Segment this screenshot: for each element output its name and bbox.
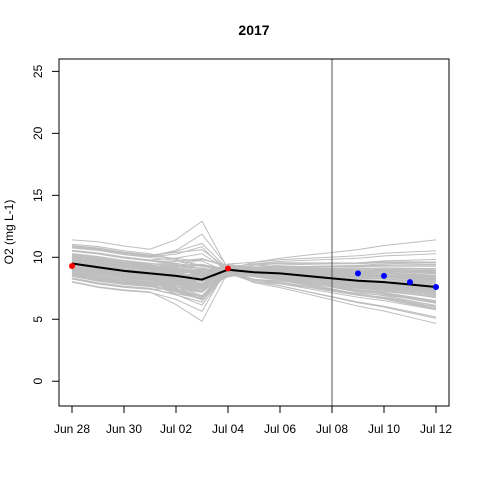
- x-tick-label: Jul 10: [368, 422, 400, 436]
- x-tick-label: Jul 06: [264, 422, 296, 436]
- observation-points: [69, 262, 439, 291]
- ensemble-member-line: [71, 257, 436, 273]
- validation-observation-point: [433, 284, 439, 291]
- ensemble-member-line: [71, 258, 437, 274]
- validation-observation-point: [407, 279, 413, 286]
- ensemble-member-line: [71, 261, 437, 281]
- x-tick-label: Jul 12: [420, 422, 452, 436]
- assimilated-observation-point: [69, 262, 75, 269]
- mean-series-line: [71, 262, 437, 288]
- x-axis: Jun 28 Jun 30 Jul 02 Jul 04 Jul 06 Jul 08 Jul …: [54, 405, 452, 436]
- y-tick-label: 0: [31, 378, 45, 385]
- x-tick-label: Jun 28: [54, 422, 90, 436]
- y-axis: 0 5 10 15 20 25: [31, 64, 60, 385]
- ensemble-member-line: [71, 265, 437, 298]
- plot-frame: [58, 58, 450, 407]
- ensemble-lines: [71, 220, 437, 324]
- chart-title: 2017: [238, 22, 269, 38]
- y-tick-label: 5: [31, 316, 45, 323]
- validation-observation-point: [355, 270, 361, 277]
- x-tick-label: Jul 08: [316, 422, 348, 436]
- ensemble-member-line: [71, 259, 437, 277]
- y-axis-label: O2 (mg L-1): [2, 200, 16, 265]
- y-tick-label: 25: [31, 64, 45, 78]
- validation-observation-point: [381, 272, 387, 279]
- ensemble-member-line: [71, 250, 437, 302]
- x-tick-label: Jul 02: [160, 422, 192, 436]
- y-tick-label: 10: [31, 250, 45, 264]
- y-tick-label: 15: [31, 188, 45, 202]
- ensemble-member-line: [71, 247, 437, 291]
- assimilated-observation-point: [225, 265, 231, 272]
- x-tick-label: Jul 04: [212, 422, 244, 436]
- x-tick-label: Jun 30: [106, 422, 142, 436]
- ensemble-member-line: [71, 271, 437, 323]
- y-tick-label: 20: [31, 126, 45, 140]
- ensemble-member-line: [71, 245, 437, 292]
